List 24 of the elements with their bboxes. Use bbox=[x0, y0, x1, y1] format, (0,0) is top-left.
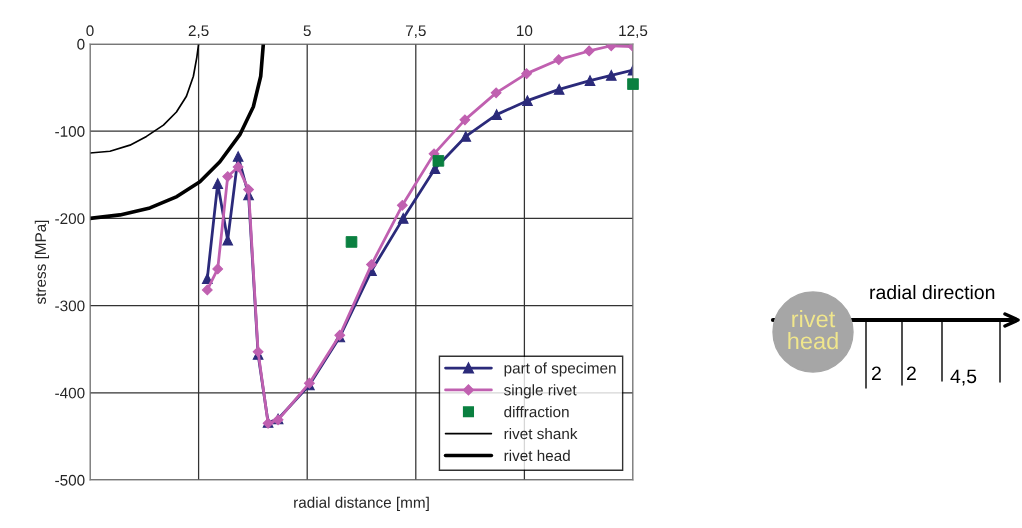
x-axis-title: radial distance [mm] bbox=[294, 496, 429, 511]
text: radial direction bbox=[870, 284, 995, 300]
y-axis-title: stress [MPa] bbox=[34, 220, 50, 305]
legend-label: part of specimen bbox=[504, 362, 616, 377]
x-tick-label: 10 bbox=[517, 25, 533, 37]
y-tick-label: -200 bbox=[55, 213, 85, 225]
x-tick-label: 12,5 bbox=[619, 25, 648, 38]
text: 2 bbox=[906, 366, 916, 381]
legend-label: rivet shank bbox=[504, 427, 578, 440]
legend-label: diffraction bbox=[504, 406, 569, 418]
y-tick-label: -500 bbox=[55, 474, 85, 486]
y-tick-label: -400 bbox=[55, 387, 85, 399]
y-tick-label: 0 bbox=[77, 38, 85, 50]
y-tick-label: -300 bbox=[55, 300, 85, 312]
text: 4,5 bbox=[950, 369, 977, 386]
x-tick-label: 5 bbox=[303, 25, 311, 37]
y-tick-label: -100 bbox=[55, 126, 85, 137]
legend-label: rivet head bbox=[504, 449, 570, 462]
text: 2 bbox=[871, 366, 881, 381]
legend-label: single rivet bbox=[504, 384, 577, 399]
x-tick-label: 2,5 bbox=[188, 25, 209, 38]
x-tick-label: 0 bbox=[86, 25, 94, 37]
text: rivet head bbox=[788, 309, 838, 350]
x-tick-label: 7,5 bbox=[405, 25, 426, 38]
